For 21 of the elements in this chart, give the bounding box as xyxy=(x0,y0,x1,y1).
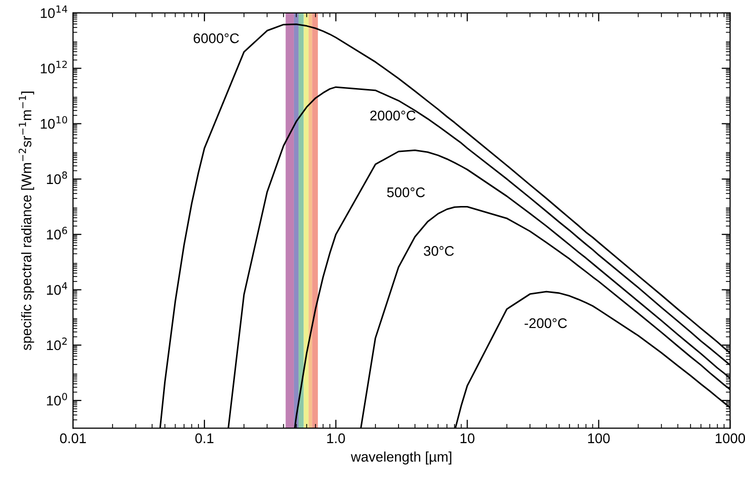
legend-label: 6000°C xyxy=(194,33,239,44)
y-tick-label: 10$^{4}$ xyxy=(46,282,68,295)
y-tick-label: 10$^{2}$ xyxy=(46,338,67,350)
series-label: 2000°C xyxy=(370,110,416,120)
x-tick-label: 0.01 xyxy=(60,433,86,444)
y-tick-label: 10$^{8}$ xyxy=(46,171,68,184)
series-label: 500°C xyxy=(387,187,425,198)
x-tick-label: 100 xyxy=(588,433,610,444)
series-label: 30°C xyxy=(424,246,454,256)
y-tick-label: 10$^{0}$ xyxy=(46,392,68,406)
series-label: -200°C xyxy=(524,318,567,328)
x-axis-title: wavelength [µm] xyxy=(350,452,452,464)
x-tick-label: 1.0 xyxy=(327,433,345,444)
y-axis-title: specific spectral radiance [Wm$^{−2}$sr$^{−1}$m$^{−1}$] xyxy=(18,92,34,350)
y-tick-label: 10$^{12}$ xyxy=(40,60,67,74)
y-tick-label: 10$^{10}$ xyxy=(40,116,68,129)
y-tick-label: 10$^{6}$ xyxy=(46,226,68,240)
y-tick-label: 10$^{14}$ xyxy=(40,5,68,18)
x-tick-label: 10 xyxy=(460,433,474,444)
x-tick-label: 1000 xyxy=(716,433,745,444)
x-tick-label: 0.1 xyxy=(195,433,214,444)
